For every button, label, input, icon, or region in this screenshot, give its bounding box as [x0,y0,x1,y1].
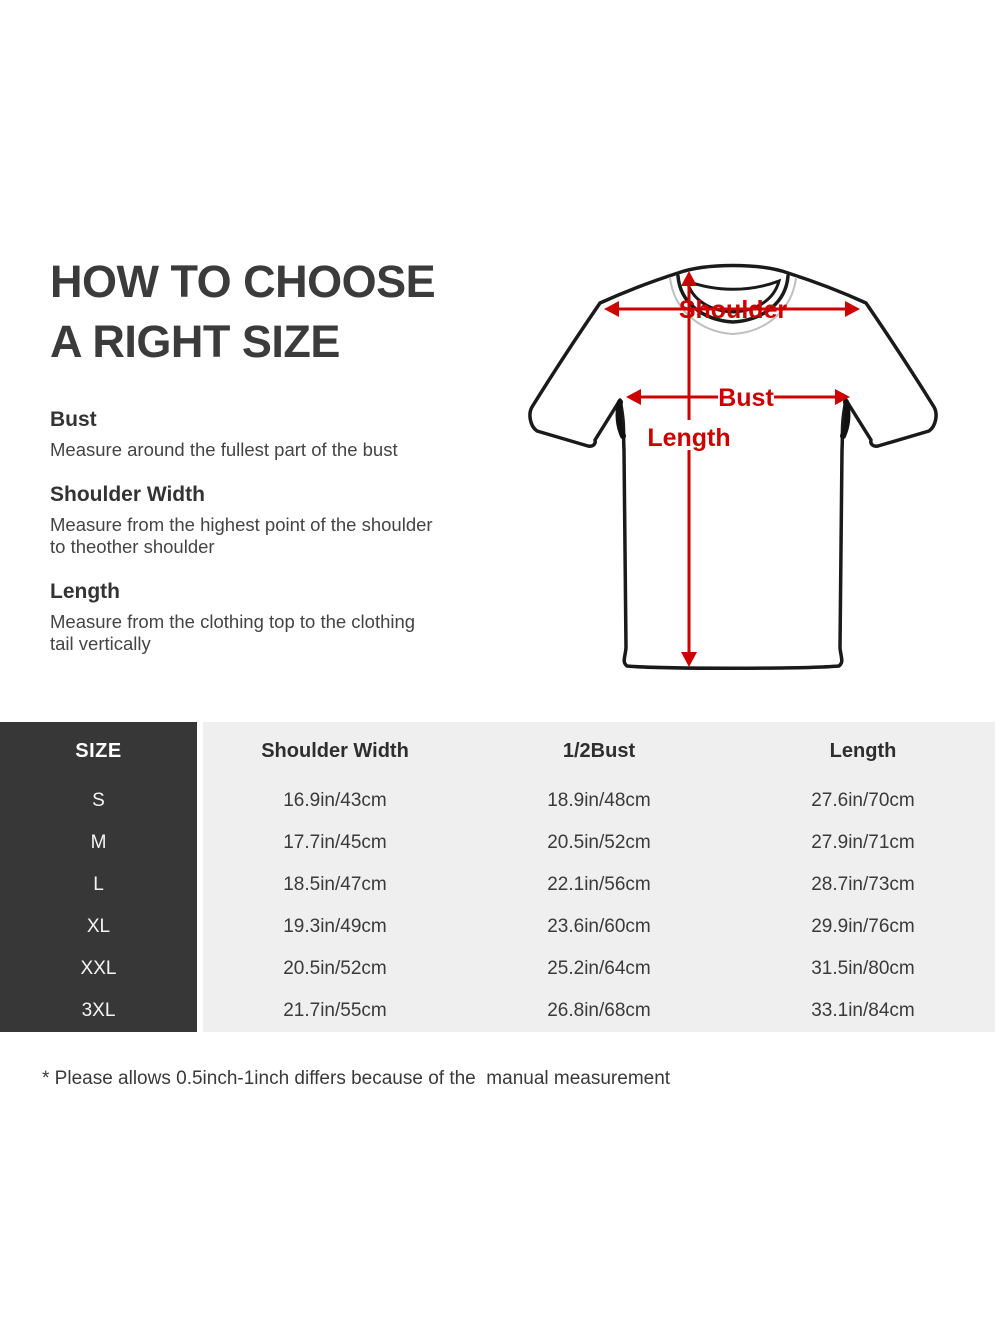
table-cell-length-s: 27.6in/70cm [811,790,915,811]
tshirt-outline-icon [528,263,938,670]
size-label-xxl: XXL [80,958,117,979]
table-cell-shoulder-xxl: 20.5in/52cm [283,958,387,979]
table-cell-shoulder-3xl: 21.7in/55cm [283,1000,387,1021]
table-cell-bust-l: 22.1in/56cm [547,874,651,895]
table-cell-length-m: 27.9in/71cm [811,832,915,853]
bust-arrow [626,389,850,405]
column-header-half-bust: 1/2Bust [562,739,636,762]
guide-item-bust: Bust Measure around the fullest part of … [50,408,435,462]
guide-heading-length: Length [50,579,120,603]
table-cell-length-xl: 29.9in/76cm [811,916,915,937]
guide-text-length: Measure from the clothing top to the clo… [50,610,416,655]
page-title-line1: HOW TO CHOOSE [50,256,436,307]
table-cell-bust-xxl: 25.2in/64cm [547,958,651,979]
table-cell-bust-m: 20.5in/52cm [547,832,651,853]
tshirt-diagram-svg: Shoulder Bust Length [528,263,938,670]
table-cell-shoulder-l: 18.5in/47cm [283,874,387,895]
guide-item-shoulder-width: Shoulder Width Measure from the highest … [50,483,435,559]
size-column-header: SIZE [75,739,122,762]
table-cell-shoulder-m: 17.7in/45cm [283,832,387,853]
page-title: HOW TO CHOOSE A RIGHT SIZE [50,252,490,372]
shoulder-arrow [604,301,860,317]
table-cell-length-xxl: 31.5in/80cm [811,958,915,979]
guide-text-shoulder-width: Measure from the highest point of the sh… [50,513,433,558]
length-arrow [681,271,697,667]
guide-heading-bust: Bust [50,408,97,431]
column-header-length: Length [829,739,897,762]
length-arrow-label: Length [647,424,730,452]
size-table-data-area: Shoulder Width 1/2Bust Length 16.9in/43c… [203,722,995,1032]
size-label-xl: XL [86,916,111,937]
size-label-l: L [93,874,104,895]
measurement-disclaimer: * Please allows 0.5inch-1inch differs be… [42,1068,671,1089]
table-cell-bust-xl: 23.6in/60cm [547,916,651,937]
size-label-3xl: 3XL [81,1000,116,1021]
guide-heading-shoulder-width: Shoulder Width [50,482,205,506]
table-cell-shoulder-xl: 19.3in/49cm [283,916,387,937]
guide-item-length: Length Measure from the clothing top to … [50,580,435,656]
guide-text-bust: Measure around the fullest part of the b… [50,439,398,460]
size-label-m: M [90,832,107,853]
size-table: SIZE S M L XL XXL 3XL Shoulder Width 1/2… [0,722,995,1032]
table-cell-length-l: 28.7in/73cm [811,874,915,895]
tshirt-measurement-diagram: Shoulder Bust Length [520,250,960,690]
measurement-guide: Bust Measure around the fullest part of … [50,408,435,677]
table-cell-bust-3xl: 26.8in/68cm [547,1000,651,1021]
shoulder-arrow-label: Shoulder [679,296,788,324]
length-label-backdrop [655,420,723,450]
tshirt-underarm-shadow [615,399,851,439]
table-cell-bust-s: 18.9in/48cm [547,790,651,811]
measurement-arrows [604,271,860,667]
size-label-s: S [92,790,105,811]
size-table-size-column: SIZE S M L XL XXL 3XL [0,722,197,1032]
table-cell-length-3xl: 33.1in/84cm [811,1000,915,1021]
bust-arrow-label: Bust [718,384,774,412]
page-title-line2: A RIGHT SIZE [50,316,340,367]
table-cell-shoulder-s: 16.9in/43cm [283,790,387,811]
column-header-shoulder-width: Shoulder Width [261,739,409,762]
